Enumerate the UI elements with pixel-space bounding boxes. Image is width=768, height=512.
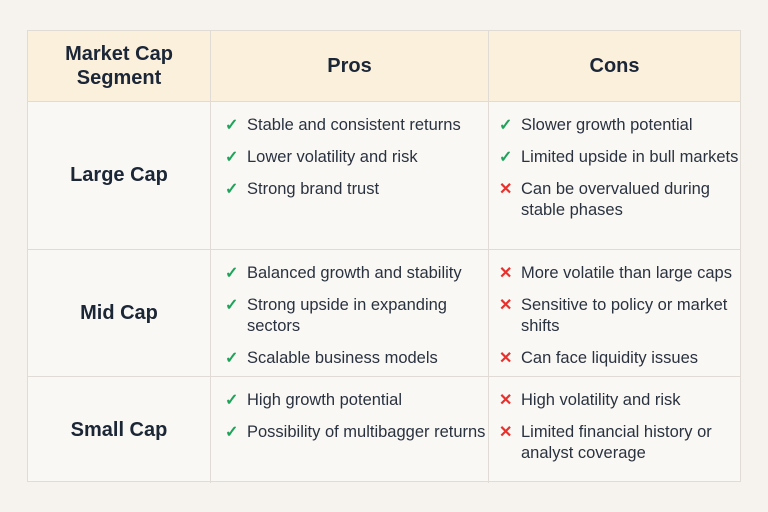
list-item: ✓ Scalable business models (225, 348, 488, 369)
list-item: ✕ High volatility and risk (499, 390, 740, 411)
item-text: Strong upside in expanding sectors (247, 296, 447, 335)
list-item: ✓ Slower growth potential (499, 115, 740, 136)
item-text: High volatility and risk (521, 391, 681, 409)
list-item: ✓ Stable and consistent returns (225, 115, 488, 136)
table-row: Small Cap ✓ High growth potential ✓ Possibi… (28, 377, 740, 483)
table-row: Large Cap ✓ Stable and consistent returns… (28, 102, 740, 250)
item-text: Slower growth potential (521, 116, 693, 134)
check-icon: ✓ (225, 265, 239, 282)
cross-icon: ✕ (499, 297, 513, 314)
item-text: Balanced growth and stability (247, 264, 462, 282)
pros-list: ✓ Balanced growth and stability ✓ Strong up… (211, 250, 488, 369)
item-text: Scalable business models (247, 349, 438, 367)
cross-icon: ✕ (499, 392, 513, 409)
item-text: Sensitive to policy or market shifts (521, 296, 728, 335)
segment-label: Large Cap (70, 164, 168, 186)
cross-icon: ✕ (499, 350, 513, 367)
item-text: More volatile than large caps (521, 264, 732, 282)
cons-list: ✕ More volatile than large caps ✕ Sensitive… (489, 250, 740, 369)
cross-icon: ✕ (499, 265, 513, 282)
check-icon: ✓ (225, 117, 239, 134)
item-text: Limited financial history or analyst cov… (521, 423, 712, 462)
check-icon: ✓ (225, 149, 239, 166)
item-text: High growth potential (247, 391, 403, 409)
segment-label: Small Cap (70, 418, 168, 441)
cons-list: ✕ High volatility and risk ✕ Limited financ… (489, 377, 740, 464)
check-icon: ✓ (225, 297, 239, 314)
header-segment: Market Cap Segment (65, 43, 173, 89)
check-icon: ✓ (225, 424, 239, 441)
table-row: Mid Cap ✓ Balanced growth and stability ✓ S… (28, 250, 740, 377)
cross-icon: ✕ (499, 181, 513, 198)
check-icon: ✓ (225, 181, 239, 198)
header-pros: Pros (327, 55, 372, 77)
check-icon: ✓ (499, 117, 513, 134)
item-text: Can face liquidity issues (521, 349, 699, 367)
check-icon: ✓ (225, 392, 239, 409)
list-item: ✕ Can be overvalued during stable phases (499, 179, 740, 221)
list-item: ✕ Can face liquidity issues (499, 348, 740, 369)
check-icon: ✓ (499, 149, 513, 166)
comparison-table: Market Cap Segment Pros Cons Large Cap ✓… (27, 30, 741, 483)
item-text: Can be overvalued during stable phases (521, 180, 710, 219)
segment-label: Mid Cap (80, 301, 158, 324)
item-text: Stable and consistent returns (247, 116, 461, 134)
cons-list: ✓ Slower growth potential ✓ Limited upside … (489, 102, 740, 221)
item-text: Strong brand trust (247, 180, 380, 198)
pros-list: ✓ Stable and consistent returns ✓ Lower vol… (211, 102, 488, 200)
pros-list: ✓ High growth potential ✓ Possibility of mu… (211, 377, 488, 443)
list-item: ✓ Lower volatility and risk (225, 147, 488, 168)
cross-icon: ✕ (499, 424, 513, 441)
list-item: ✓ High growth potential (225, 390, 488, 411)
list-item: ✕ Limited financial history or analyst co… (499, 422, 740, 464)
list-item: ✕ More volatile than large caps (499, 263, 740, 284)
list-item: ✓ Strong upside in expanding sectors (225, 295, 488, 337)
list-item: ✓ Balanced growth and stability (225, 263, 488, 284)
list-item: ✓ Possibility of multibagger returns (225, 422, 488, 443)
item-text: Possibility of multibagger returns (247, 423, 486, 441)
check-icon: ✓ (225, 350, 239, 367)
item-text: Limited upside in bull markets (521, 148, 739, 166)
header-row: Market Cap Segment Pros Cons (28, 31, 740, 102)
item-text: Lower volatility and risk (247, 148, 418, 166)
list-item: ✕ Sensitive to policy or market shifts (499, 295, 740, 337)
header-cons: Cons (589, 55, 640, 77)
list-item: ✓ Strong brand trust (225, 179, 488, 200)
list-item: ✓ Limited upside in bull markets (499, 147, 740, 168)
